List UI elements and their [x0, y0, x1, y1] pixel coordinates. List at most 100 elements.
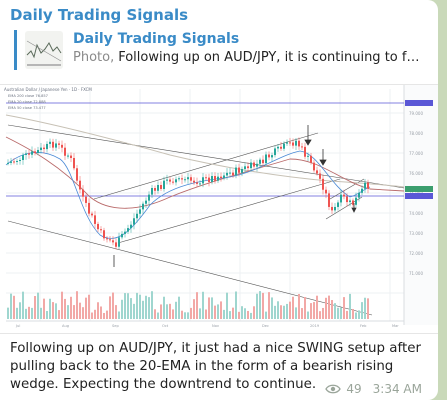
candle-body: [109, 239, 111, 241]
svg-text:77.000: 77.000: [409, 151, 423, 156]
volume-bar: [292, 296, 294, 319]
candle-body: [208, 177, 210, 182]
candle-body: [118, 237, 120, 247]
svg-text:76.000: 76.000: [409, 171, 423, 176]
candle-body: [334, 206, 336, 211]
candle-body: [223, 175, 225, 179]
candle-body: [136, 213, 138, 219]
volume-bar: [343, 297, 345, 319]
candle-body: [202, 177, 204, 184]
volume-bar: [157, 312, 159, 319]
volume-bar: [298, 293, 300, 319]
volume-bar: [319, 311, 321, 319]
candle-body: [178, 178, 180, 180]
svg-text:74.000: 74.000: [409, 211, 423, 216]
reply-preview[interactable]: Daily Trading Signals Photo, Following up…: [14, 30, 428, 70]
candle-body: [43, 147, 45, 150]
volume-bar: [178, 296, 180, 319]
volume-bar: [70, 296, 72, 319]
candle-body: [310, 155, 312, 163]
svg-text:2019: 2019: [310, 324, 320, 328]
volume-bar: [91, 312, 93, 319]
candle-body: [160, 185, 162, 189]
reply-text: Photo, Following up on AUD/JPY, it is con…: [73, 50, 427, 65]
candle-body: [274, 148, 276, 156]
candle-body: [166, 179, 168, 181]
volume-bar: [85, 297, 87, 319]
volume-bar: [22, 291, 24, 319]
candle-body: [349, 200, 351, 203]
volume-bar: [145, 295, 147, 319]
candle-body: [127, 228, 129, 232]
sender-name[interactable]: Daily Trading Signals: [10, 6, 189, 24]
volume-bar: [121, 299, 123, 319]
svg-text:72.000: 72.000: [409, 251, 423, 256]
volume-bar: [130, 298, 132, 319]
candle-body: [13, 161, 15, 163]
volume-bar: [244, 308, 246, 319]
candle-body: [22, 154, 24, 161]
volume-bar: [277, 301, 279, 319]
reply-thumbnail: [25, 31, 63, 69]
volume-bar: [79, 302, 81, 319]
volume-bar: [166, 304, 168, 319]
candle-body: [10, 161, 12, 163]
volume-bar: [271, 297, 273, 319]
ema-200: [5, 114, 405, 188]
candle-body: [262, 159, 264, 164]
volume-bar: [160, 304, 162, 319]
candle-body: [205, 177, 207, 179]
candle-body: [172, 181, 174, 183]
volume-bar: [19, 302, 21, 319]
candle-body: [58, 143, 60, 145]
volume-bar: [127, 293, 129, 319]
volume-bar: [88, 294, 90, 319]
candle-body: [187, 177, 189, 180]
candle-body: [52, 141, 54, 148]
candle-body: [34, 151, 36, 153]
candle-body: [313, 162, 315, 171]
candle-body: [346, 196, 348, 203]
volume-bar: [328, 295, 330, 319]
candle-body: [148, 194, 150, 201]
volume-bar: [52, 302, 54, 319]
volume-bar: [304, 296, 306, 319]
candle-body: [319, 173, 321, 179]
volume-bar: [61, 291, 63, 319]
volume-bar: [136, 292, 138, 319]
volume-bar: [142, 300, 144, 319]
candle-body: [124, 231, 126, 234]
candle-body: [37, 149, 39, 153]
price-axis: [404, 85, 438, 325]
price-label-mid: [405, 193, 433, 199]
volume-bar: [316, 295, 318, 319]
volume-bar: [223, 309, 225, 319]
volume-bar: [361, 302, 363, 319]
volume-bar: [310, 303, 312, 319]
candle-body: [298, 140, 300, 147]
volume-bar: [247, 310, 249, 319]
ema-20: [5, 150, 371, 239]
volume-bar: [55, 303, 57, 319]
message-meta: 49 3:34 AM: [325, 382, 422, 396]
candle-body: [19, 160, 21, 162]
candle-body: [157, 185, 159, 191]
volume-bar: [226, 292, 228, 319]
signal-arrows: [113, 125, 357, 267]
candle-body: [175, 179, 177, 183]
message-bubble[interactable]: Daily Trading Signals Daily Trading Sign…: [0, 0, 438, 400]
volume-bar: [322, 307, 324, 319]
volume-bar: [364, 297, 366, 319]
candle-body: [361, 188, 363, 193]
candle-body: [232, 172, 234, 176]
volume-bar: [211, 297, 213, 319]
candle-body: [163, 180, 165, 189]
candle-body: [145, 200, 147, 204]
volume-bar: [301, 308, 303, 319]
volume-bar: [325, 297, 327, 319]
svg-text:71.000: 71.000: [409, 271, 423, 276]
candle-body: [16, 160, 18, 162]
chart-header-ema50: EMA 50 close 73.477: [8, 106, 46, 110]
candle-body: [169, 179, 171, 182]
